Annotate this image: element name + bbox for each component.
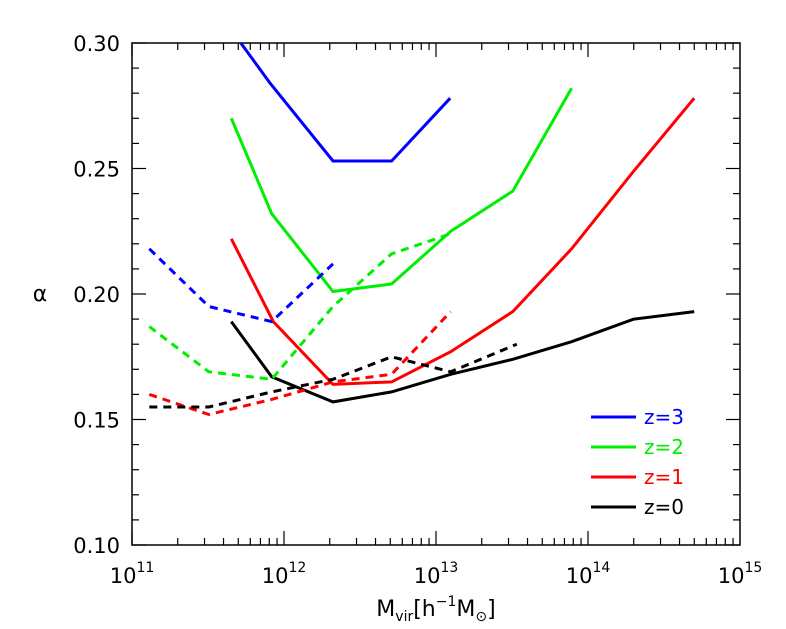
- x-tick-label: 1015: [718, 560, 763, 588]
- legend-label: z=3: [644, 405, 684, 429]
- series-line-solid: [229, 87, 573, 294]
- legend: z=3 z=2 z=1 z=0: [591, 405, 684, 519]
- series-line-dashed: [148, 247, 335, 324]
- legend-label: z=0: [644, 495, 684, 519]
- series-line-dashed: [149, 342, 518, 409]
- axis-ticks: [131, 42, 740, 546]
- y-tick-label: 0.25: [73, 158, 120, 182]
- series-layer: [148, 43, 696, 417]
- y-tick-label: 0.20: [73, 283, 120, 307]
- y-tick-label: 0.10: [73, 534, 120, 558]
- legend-label: z=1: [644, 465, 684, 489]
- y-tick-label: 0.15: [73, 409, 120, 433]
- series-line-solid: [230, 310, 695, 404]
- legend-label: z=2: [644, 435, 684, 459]
- y-tick-label: 0.30: [73, 32, 120, 56]
- series-line-solid: [229, 97, 696, 386]
- x-tick-label: 1013: [414, 560, 459, 588]
- y-tick-labels: 0.10 0.15 0.20 0.25 0.30: [73, 32, 120, 558]
- y-axis-title: α: [33, 282, 48, 307]
- series-line-dashed: [148, 232, 452, 381]
- x-tick-labels: 1011 1012 1013 1014 1015: [110, 560, 763, 588]
- series-line-solid: [238, 43, 452, 163]
- x-tick-label: 1014: [566, 560, 611, 588]
- x-tick-label: 1011: [110, 560, 155, 588]
- series-line-dashed: [148, 310, 452, 417]
- x-axis-title: Mvir[h−1M⊙]: [376, 594, 495, 625]
- x-tick-label: 1012: [262, 560, 307, 588]
